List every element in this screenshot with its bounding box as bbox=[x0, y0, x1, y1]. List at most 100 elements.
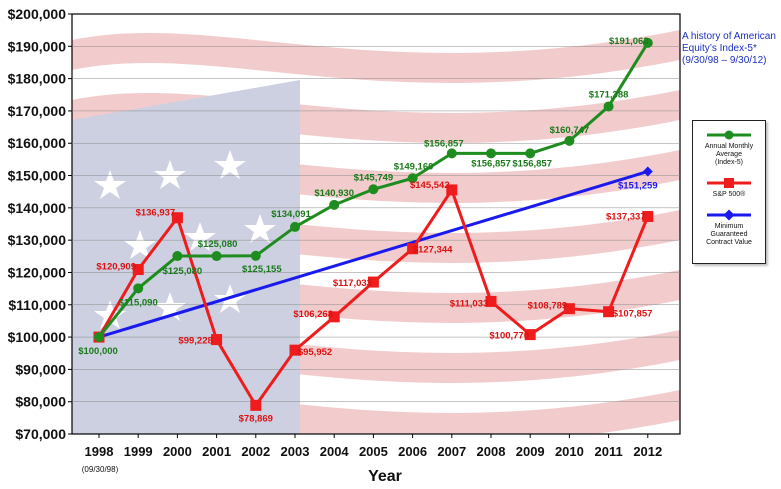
side-title-line-2: Equity’s Index-5* bbox=[682, 43, 757, 54]
sp500-data-label: $145,542 bbox=[410, 180, 450, 191]
index5-marker bbox=[329, 199, 340, 210]
series-layer bbox=[93, 37, 654, 411]
index5-marker bbox=[642, 37, 653, 48]
legend-label-index5-line3: (Index-5) bbox=[714, 159, 743, 166]
side-title-line-3: (9/30/98 – 9/30/12) bbox=[682, 55, 767, 66]
x-tick-label: 2006 bbox=[398, 444, 427, 459]
y-tick-label: $200,000 bbox=[8, 6, 67, 22]
legend-item-sp500: S&P 500® bbox=[693, 191, 765, 199]
sp500-data-label: $108,789 bbox=[528, 301, 568, 312]
y-tick-label: $140,000 bbox=[8, 200, 67, 216]
index5-marker bbox=[603, 101, 614, 112]
sp500-data-label: $95,952 bbox=[298, 347, 332, 358]
sp500-marker bbox=[171, 212, 183, 224]
index5-data-label: $156,857 bbox=[512, 158, 552, 169]
sp500-marker bbox=[642, 210, 654, 222]
index5-data-label: $115,090 bbox=[119, 297, 158, 308]
sp500-data-label: $100,770 bbox=[489, 331, 529, 342]
x-tick-label: 2008 bbox=[477, 444, 506, 459]
x-axis: 1998 1999 2000 2001 2002 2003 2004 2005 2006 2007… bbox=[85, 434, 662, 459]
index5-data-label: $145,749 bbox=[354, 172, 394, 183]
x-tick-label: 2005 bbox=[359, 444, 388, 459]
index5-data-label: $149,160 bbox=[394, 161, 434, 172]
x-tick-label: 2011 bbox=[594, 444, 622, 459]
y-tick-label: $130,000 bbox=[8, 232, 67, 248]
data-labels: $100,000 $115,090 $125,080 $125,080 $125,155… bbox=[78, 36, 657, 424]
sp500-data-label: $137,337 bbox=[606, 211, 646, 222]
legend-label-minimum-line1: Minimum bbox=[714, 223, 744, 230]
sp500-marker bbox=[407, 243, 419, 255]
sp500-marker bbox=[524, 329, 536, 341]
index5-marker bbox=[446, 148, 457, 159]
x-tick-label: 2001 bbox=[202, 444, 231, 459]
index5-data-label: $125,155 bbox=[242, 264, 282, 275]
y-tick-label: $70,000 bbox=[15, 426, 66, 442]
y-tick-label: $180,000 bbox=[8, 71, 67, 87]
sp500-data-label: $111,033 bbox=[450, 298, 489, 309]
x-tick-label: 2000 bbox=[163, 444, 192, 459]
sp500-marker bbox=[328, 311, 340, 323]
y-tick-label: $160,000 bbox=[8, 135, 67, 151]
legend-label-sp500: S&P 500® bbox=[712, 191, 746, 198]
y-tick-label: $90,000 bbox=[15, 361, 66, 377]
minimum-guaranteed-marker bbox=[642, 166, 653, 177]
x-tick-label: 2004 bbox=[320, 444, 350, 459]
x-tick-label: 2012 bbox=[633, 444, 662, 459]
x-tick-label: 2010 bbox=[555, 444, 584, 459]
plot-area-border bbox=[71, 13, 681, 435]
legend-label-index5-line1: Annual Monthly bbox=[704, 143, 754, 150]
side-title-line-1: A history of American bbox=[682, 31, 776, 42]
index5-data-label: $156,857 bbox=[471, 158, 511, 169]
sp500-data-label: $107,857 bbox=[613, 309, 653, 320]
flag-background bbox=[72, 14, 680, 434]
sp500-marker bbox=[250, 399, 262, 411]
index5-marker bbox=[486, 148, 496, 159]
sp500-data-label: $78,869 bbox=[239, 413, 273, 424]
index5-marker bbox=[94, 332, 104, 343]
index5-data-label: $156,857 bbox=[424, 138, 464, 149]
sp500-data-label: $120,909 bbox=[96, 262, 136, 273]
x-axis-start-date-note: (09/30/98) bbox=[82, 465, 119, 474]
sp500-marker bbox=[446, 184, 458, 196]
legend-item-minimum-guaranteed: Minimum Guaranteed Contract Value bbox=[693, 223, 765, 247]
legend-swatch-minimum-guaranteed bbox=[707, 209, 751, 221]
index5-marker bbox=[290, 221, 300, 232]
y-axis: $70,000 $80,000 $90,000 $100,000 $110,000 $12… bbox=[8, 6, 72, 442]
sp500-marker bbox=[367, 276, 379, 288]
index5-marker bbox=[368, 184, 379, 195]
sp500-marker bbox=[289, 344, 301, 356]
y-tick-label: $190,000 bbox=[8, 38, 67, 54]
sp500-data-label: $127,344 bbox=[413, 245, 453, 256]
legend-label-index5-line2: Average bbox=[716, 151, 742, 158]
x-axis-title: Year bbox=[368, 468, 402, 485]
sp500-data-label: $99,228 bbox=[178, 336, 212, 347]
sp500-marker bbox=[485, 295, 497, 307]
index5-marker bbox=[211, 251, 222, 262]
x-tick-label: 2002 bbox=[241, 444, 270, 459]
index5-marker bbox=[133, 283, 144, 294]
minimum-guaranteed-data-label: $151,259 bbox=[618, 180, 658, 191]
index5-marker bbox=[250, 250, 261, 261]
y-tick-label: $150,000 bbox=[8, 168, 67, 184]
sp500-marker bbox=[132, 264, 144, 276]
sp500-data-label: $106,268 bbox=[293, 309, 333, 320]
index5-data-label: $134,091 bbox=[271, 209, 311, 220]
sp500-marker bbox=[211, 334, 223, 346]
gridlines bbox=[72, 46, 680, 402]
sp500-marker bbox=[563, 303, 575, 315]
index5-data-label: $171,388 bbox=[589, 89, 629, 100]
x-tick-label: 2003 bbox=[281, 444, 310, 459]
index5-marker bbox=[564, 135, 575, 146]
sp500-data-label: $136,937 bbox=[136, 208, 176, 219]
index5-data-label: $125,080 bbox=[163, 266, 203, 277]
legend-swatch-index5 bbox=[707, 130, 751, 140]
minimum-guaranteed-line bbox=[98, 170, 649, 339]
y-tick-label: $80,000 bbox=[15, 394, 66, 410]
index5-data-label: $191,063 bbox=[609, 36, 649, 47]
index5-data-label: $125,080 bbox=[198, 239, 238, 250]
y-tick-label: $110,000 bbox=[8, 297, 66, 313]
index5-marker bbox=[407, 173, 418, 184]
x-tick-label: 2007 bbox=[437, 444, 466, 459]
sp500-marker bbox=[603, 306, 615, 318]
